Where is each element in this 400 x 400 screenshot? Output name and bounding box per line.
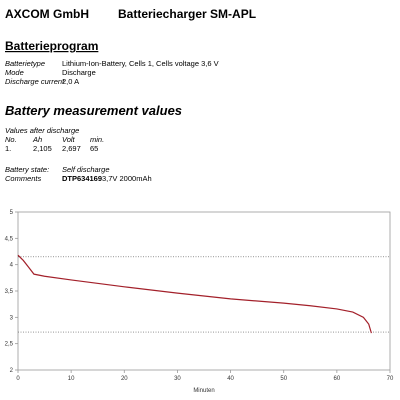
comments-label: Comments — [5, 174, 42, 183]
table-cell: 2,105 — [33, 144, 52, 153]
table-header: No. — [5, 135, 17, 144]
table-cell: 1. — [5, 144, 11, 153]
row-label: Discharge current — [5, 77, 65, 86]
subtitle: Values after discharge — [5, 126, 79, 135]
data-line — [17, 254, 372, 334]
row-value: Lithium-Ion-Battery, Cells 1, Cells volt… — [62, 59, 219, 68]
y-tick-label: 3 — [10, 315, 14, 321]
x-tick-label: 20 — [121, 376, 128, 382]
y-tick-label: 2 — [10, 368, 14, 374]
x-tick-label: 10 — [68, 376, 75, 382]
comments-id: DTP634169 — [62, 174, 102, 183]
state-value: Self discharge — [62, 165, 110, 174]
row-value: Discharge — [62, 68, 96, 77]
x-tick-label: 50 — [280, 376, 287, 382]
y-tick-label: 5 — [10, 210, 14, 216]
measurement-title: Battery measurement values — [5, 103, 182, 118]
x-tick-label: 70 — [387, 376, 394, 382]
table-cell: 65 — [90, 144, 98, 153]
company: AXCOM GmbH — [5, 7, 89, 21]
table-header: Volt — [62, 135, 76, 144]
program-title: Batterieprogram — [5, 39, 98, 53]
table-cell: 2,697 — [62, 144, 81, 153]
state-label: Battery state: — [5, 165, 49, 174]
y-tick-label: 3,5 — [5, 289, 14, 295]
table-header: Ah — [32, 135, 42, 144]
plot-frame — [17, 211, 391, 371]
row-label: Mode — [5, 68, 24, 77]
x-tick-label: 0 — [16, 376, 20, 382]
y-tick-label: 4 — [10, 263, 14, 269]
row-value: 2,0 A — [62, 77, 79, 86]
row-label: Batterietype — [5, 59, 45, 68]
x-tick-label: 40 — [227, 376, 234, 382]
comments-text: 3,7V 2000mAh — [102, 174, 152, 183]
table-header: min. — [90, 135, 104, 144]
y-tick-label: 2,5 — [5, 342, 14, 348]
y-tick-label: 4,5 — [5, 236, 14, 242]
x-label: Minuten — [193, 388, 214, 394]
product: Batteriecharger SM-APL — [118, 7, 256, 21]
x-tick-label: 30 — [174, 376, 181, 382]
x-tick-label: 60 — [334, 376, 341, 382]
